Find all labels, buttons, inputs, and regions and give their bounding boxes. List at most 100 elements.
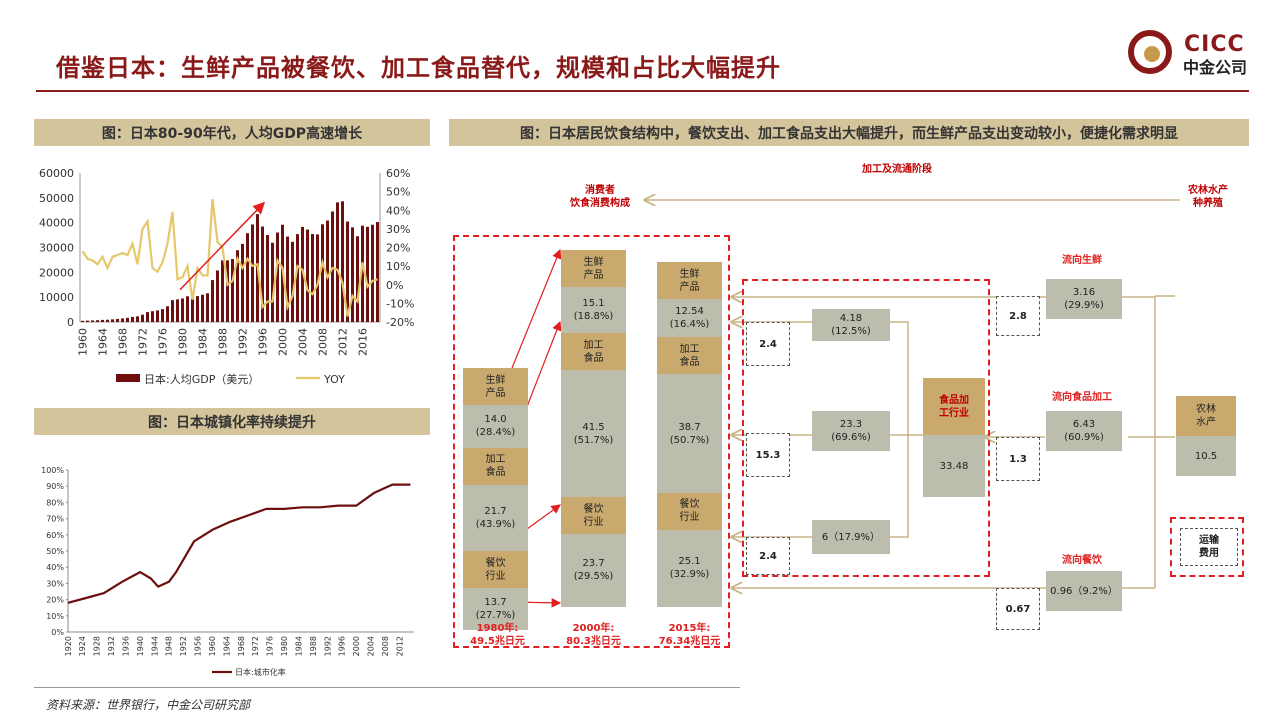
urb-x-tick: 1964	[222, 636, 231, 656]
gdp-y-right-tick: 10%	[386, 260, 410, 273]
gdp-y-left-tick: 60000	[39, 167, 74, 180]
stack-category-label: 加工 食品	[657, 337, 722, 375]
gdp-bar	[151, 311, 154, 322]
urb-x-tick: 2008	[381, 636, 390, 656]
cicc-logo-icon	[1128, 30, 1172, 74]
legend-urb-label: 日本:城市化率	[235, 667, 286, 677]
trend-arrow	[179, 201, 266, 291]
gdp-x-tick: 1984	[196, 328, 209, 356]
title-divider	[36, 90, 1249, 92]
gdp-bar	[316, 234, 319, 322]
right-box-dining: 0.96（9.2%）	[1046, 571, 1122, 611]
stack-value-segment: 38.7 (50.7%)	[657, 374, 722, 493]
gdp-x-tick: 2004	[296, 328, 309, 356]
gdp-bar	[231, 259, 234, 322]
gdp-bar	[106, 319, 109, 322]
gdp-bar	[116, 318, 119, 322]
gdp-bar	[186, 296, 189, 322]
urb-y-tick: 80%	[46, 498, 64, 507]
urb-y-tick: 40%	[46, 563, 64, 572]
stage-right-label: 农林水产 种养殖	[1188, 185, 1228, 209]
gdp-bar	[101, 319, 104, 322]
diet-flow-header: 图：日本居民饮食结构中，餐饮支出、加工食品支出大幅提升，而生鲜产品支出变动较小，…	[449, 119, 1249, 146]
urbanization-chart-header: 图：日本城镇化率持续提升	[34, 408, 430, 435]
mid-box-fresh: 4.18 (12.5%)	[812, 309, 890, 341]
gdp-bar	[356, 236, 359, 322]
gdp-bar	[141, 314, 144, 322]
gdp-bar	[236, 250, 239, 322]
gdp-x-tick: 1996	[256, 328, 269, 356]
gdp-y-right-tick: 50%	[386, 186, 410, 199]
urb-x-tick: 1928	[93, 636, 102, 656]
urb-x-tick: 1924	[78, 636, 87, 656]
gdp-x-tick: 1988	[216, 328, 229, 356]
year-label-2015: 2015年: 76.34兆日元	[658, 623, 721, 647]
urb-y-tick: 10%	[46, 612, 64, 621]
urb-x-tick: 1944	[150, 636, 159, 656]
gdp-x-tick: 2016	[356, 328, 369, 356]
gdp-bar	[376, 222, 379, 322]
stack-category-label: 生鲜 产品	[561, 250, 626, 287]
stack-category-label: 餐饮 行业	[463, 551, 528, 589]
gdp-x-tick: 1960	[76, 328, 89, 356]
legend-gdp-label: 日本:人均GDP（美元）	[144, 372, 259, 386]
urb-x-tick: 1932	[107, 636, 116, 656]
gdp-bar	[146, 312, 149, 322]
gdp-bar	[181, 298, 184, 322]
yoy-line	[81, 198, 378, 317]
gdp-bar	[201, 294, 204, 322]
gdp-bar	[341, 201, 344, 322]
gdp-bar	[351, 227, 354, 322]
urb-x-tick: 2012	[395, 636, 404, 656]
gdp-bar	[131, 316, 134, 322]
gdp-bar	[371, 224, 374, 322]
source-note: 资料来源：世界银行，中金公司研究部	[46, 698, 251, 712]
gdp-x-tick: 1972	[136, 328, 149, 356]
urb-x-tick: 1992	[323, 636, 332, 656]
gdp-y-left-tick: 10000	[39, 291, 74, 304]
label-to-fresh: 流向生鲜	[1062, 255, 1102, 266]
gdp-bar	[126, 317, 129, 322]
urb-y-tick: 60%	[46, 531, 64, 540]
stack-value-segment: 41.5 (51.7%)	[561, 370, 626, 498]
stack-category-label: 加工 食品	[561, 333, 626, 371]
gdp-y-right-tick: 60%	[386, 167, 410, 180]
gdp-bar	[226, 260, 229, 322]
gdp-bar	[326, 220, 329, 322]
urb-x-tick: 1968	[237, 636, 246, 656]
gdp-y-right-tick: -20%	[386, 316, 414, 329]
urb-y-tick: 90%	[46, 482, 64, 491]
urb-x-tick: 1956	[194, 636, 203, 656]
stack-category-label: 餐饮 行业	[657, 492, 722, 530]
transport-cost-box: 运输 费用	[1180, 528, 1238, 566]
gdp-bar	[96, 320, 99, 322]
urb-y-tick: 70%	[46, 515, 64, 524]
gdp-bar	[196, 296, 199, 322]
gdp-bar	[171, 300, 174, 322]
margin-box-fresh: 2.4	[746, 322, 790, 366]
gdp-bar	[191, 298, 194, 322]
gdp-bar	[206, 293, 209, 322]
agri-source-box: 农林 水产	[1176, 396, 1236, 436]
margin-box-right-processing: 1.3	[996, 437, 1040, 481]
legend-yoy-label: YOY	[323, 373, 345, 386]
urb-x-tick: 1940	[136, 636, 145, 656]
gdp-y-right-tick: 0%	[386, 279, 403, 292]
gdp-x-tick: 1964	[96, 328, 109, 356]
urb-x-tick: 1988	[309, 636, 318, 656]
gdp-y-right-tick: 20%	[386, 242, 410, 255]
legend-gdp-swatch	[116, 374, 140, 382]
gdp-bar	[111, 319, 114, 322]
urbanization-chart: 0% 10% 20% 30% 40% 50% 60% 70% 80% 90% 100% 1920 192…	[41, 466, 414, 677]
gdp-chart-header: 图：日本80-90年代，人均GDP高速增长	[34, 119, 430, 146]
margin-box-right-dining: 0.67	[996, 588, 1040, 630]
gdp-bar	[306, 229, 309, 322]
urb-x-tick: 1984	[294, 636, 303, 656]
gdp-bar	[86, 320, 89, 322]
page-title: 借鉴日本：生鲜产品被餐饮、加工食品替代，规模和占比大幅提升	[56, 54, 781, 82]
urb-x-tick: 1976	[266, 636, 275, 656]
stack-category-label: 生鲜 产品	[463, 368, 528, 405]
gdp-bar	[301, 226, 304, 322]
food-industry-box: 食品加 工行业	[923, 378, 985, 435]
gdp-y-left-tick: 20000	[39, 266, 74, 279]
